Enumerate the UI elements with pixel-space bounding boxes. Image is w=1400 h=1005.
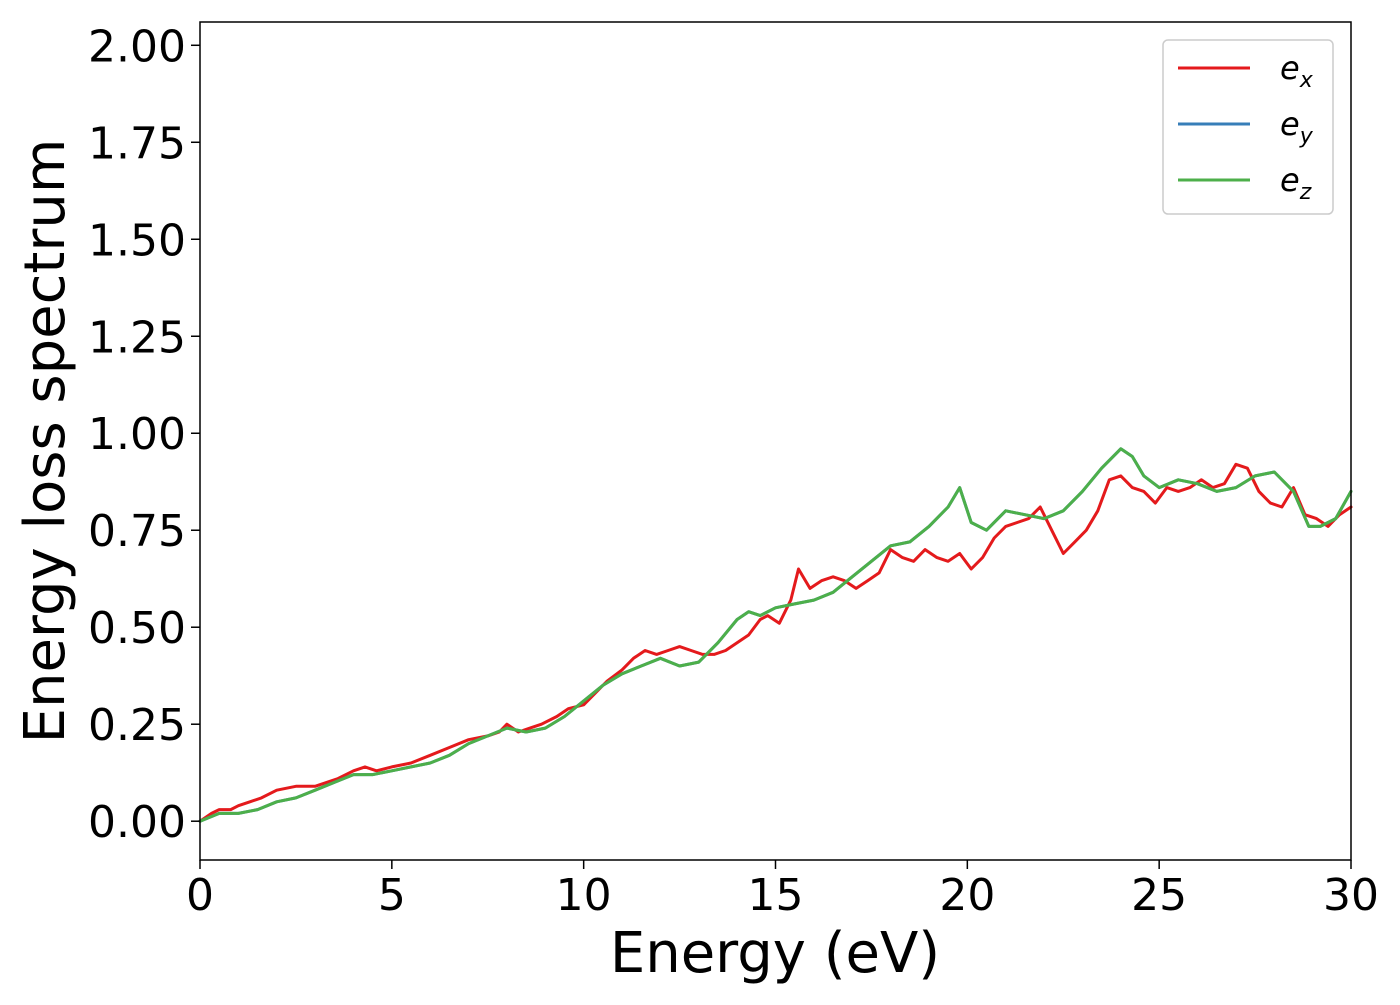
x-axis-title: Energy (eV) [610, 921, 940, 986]
x-tick-label: 15 [748, 870, 804, 921]
x-tick-label: 25 [1131, 870, 1187, 921]
legend-label-subscript: y [1299, 124, 1314, 149]
series-line-x [198, 462, 1353, 823]
axis-ticks: 0 5 10 15 20 25 30 0.00 0.25 0.50 0.75 1.00 1.25 1.50… [88, 21, 1379, 921]
legend-label-subscript: z [1299, 180, 1312, 205]
y-tick-label: 1.75 [88, 118, 186, 169]
legend-label-subscript: x [1299, 68, 1314, 93]
plot-frame [199, 21, 1352, 861]
series-line-y [198, 447, 1353, 823]
y-axis-title: Energy loss spectrum [13, 139, 78, 744]
legend-label-y: ey [1280, 105, 1314, 149]
x-tick-label: 10 [556, 870, 612, 921]
x-tick-label: 0 [186, 870, 214, 921]
x-tick-label: 5 [378, 870, 406, 921]
legend-label-base: e [1280, 105, 1300, 143]
y-tick-label: 1.25 [88, 312, 186, 363]
legend-label-z: ez [1280, 161, 1312, 205]
legend-label-base: e [1280, 161, 1300, 199]
y-tick-label: 0.25 [88, 700, 186, 751]
x-tick-label: 30 [1323, 870, 1379, 921]
y-tick-label: 0.00 [88, 797, 186, 848]
legend-label-base: e [1280, 49, 1300, 87]
y-tick-label: 1.50 [88, 215, 186, 266]
series-line-z [198, 447, 1353, 823]
y-tick-label: 2.00 [88, 21, 186, 72]
legend-label-x: ex [1280, 49, 1314, 93]
y-tick-label: 1.00 [88, 409, 186, 460]
legend-frame [1162, 39, 1334, 215]
y-tick-label: 0.50 [88, 603, 186, 654]
y-tick-label: 0.75 [88, 506, 186, 557]
plot-area [198, 447, 1353, 823]
x-tick-label: 20 [939, 870, 995, 921]
